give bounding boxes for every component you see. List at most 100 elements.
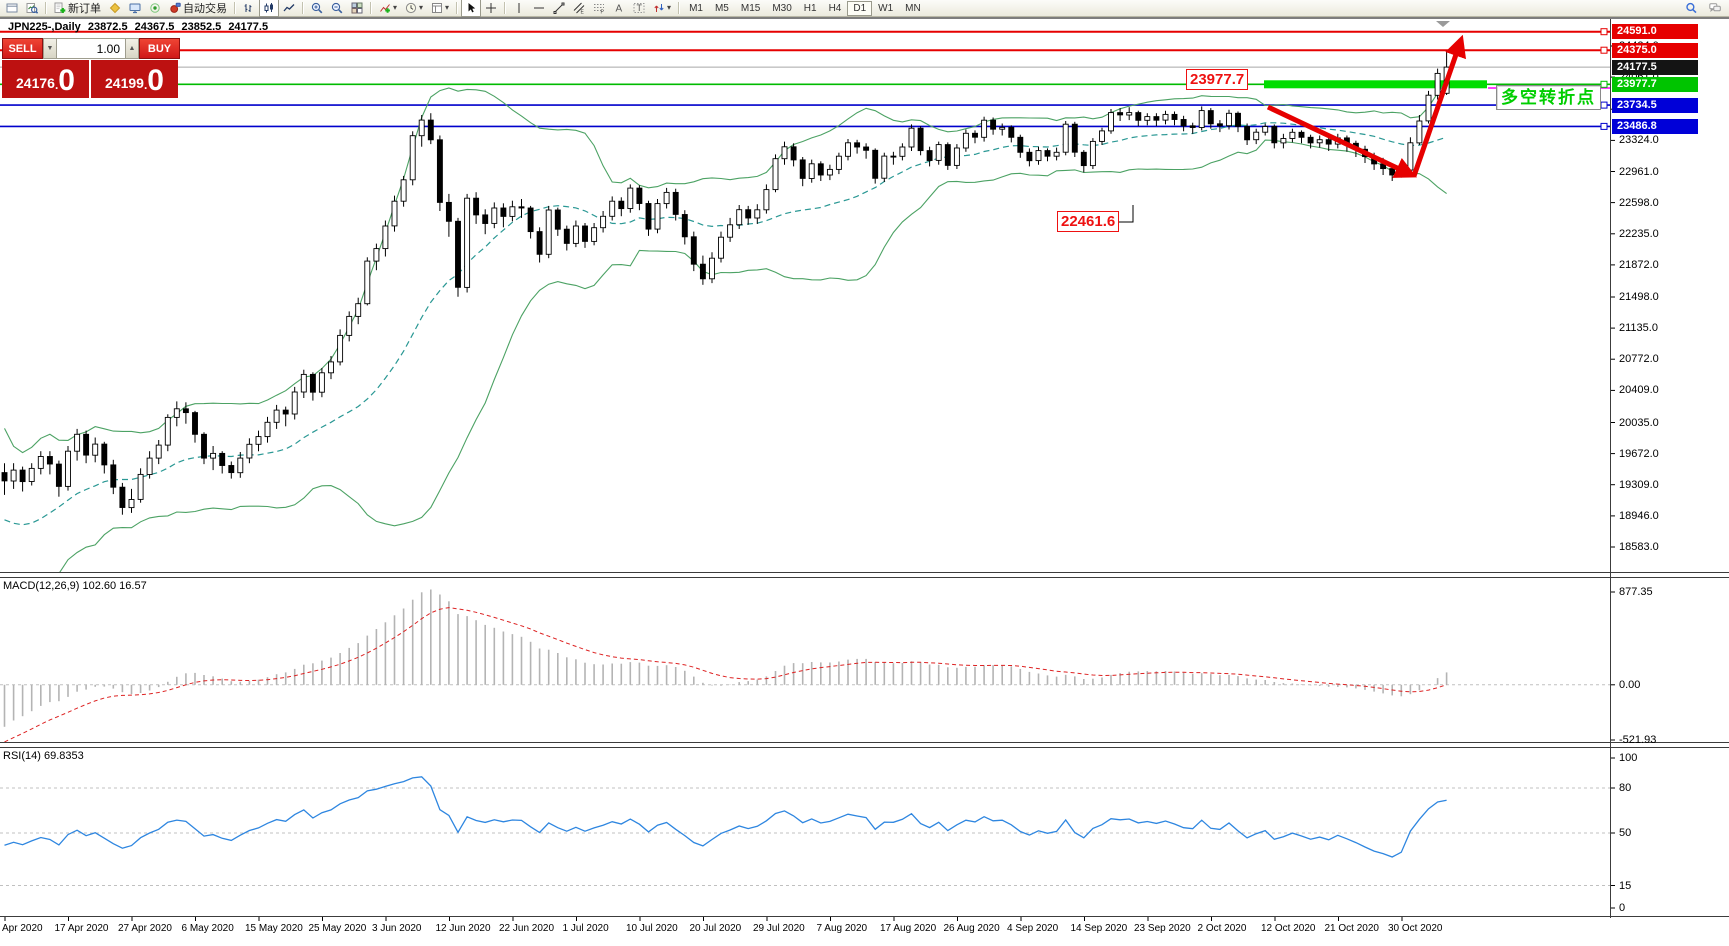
label-button[interactable]: T	[629, 0, 649, 17]
line-handle[interactable]	[1600, 101, 1608, 109]
panel-separator-rsi[interactable]	[0, 742, 1729, 748]
auto-trading-icon	[170, 2, 181, 13]
line-handle[interactable]	[1600, 122, 1608, 130]
candle-body	[826, 168, 833, 176]
candle-body	[427, 119, 434, 141]
dropdown-caret-icon[interactable]: ▾	[445, 3, 450, 12]
broadcast-button[interactable]	[145, 0, 165, 17]
bollinger-middle-band	[4, 122, 1447, 526]
svg-text:A: A	[616, 4, 623, 15]
chart-shift-marker[interactable]	[1436, 21, 1450, 27]
candle-body	[337, 334, 344, 363]
candle-body	[409, 135, 416, 181]
zoom-out-button[interactable]	[327, 0, 347, 17]
zoom-in-button[interactable]	[307, 0, 327, 17]
trendline-button[interactable]	[549, 0, 569, 17]
candle-body	[1226, 112, 1232, 127]
terminal-button[interactable]	[125, 0, 145, 17]
candle-body	[563, 228, 570, 244]
line-chart-button[interactable]	[279, 0, 299, 17]
tile-windows-button[interactable]	[347, 0, 367, 17]
timeframe-d1[interactable]: D1	[847, 0, 873, 16]
candle-body	[645, 203, 652, 230]
timeframe-m1[interactable]: M1	[689, 2, 703, 14]
dropdown-caret-icon[interactable]: ▾	[393, 3, 398, 12]
dropdown-caret-icon[interactable]: ▾	[419, 3, 424, 12]
candle-body	[845, 142, 851, 157]
candle-body	[182, 408, 189, 414]
candle-body	[83, 433, 90, 456]
ask-price-button[interactable]: 24199. 0	[91, 60, 178, 98]
candle-body	[55, 463, 62, 487]
price-tag-24177.5: 24177.5	[1612, 59, 1698, 75]
candle-body	[999, 126, 1006, 130]
trend-arrow[interactable]	[1266, 104, 1417, 178]
candle-body	[1425, 94, 1432, 122]
bid-price-button[interactable]: 24176. 0	[2, 60, 89, 98]
timeframe-mn[interactable]: MN	[905, 2, 921, 14]
volume-decrease-button[interactable]: ▼	[43, 38, 57, 59]
bar-chart-button[interactable]	[239, 0, 259, 17]
candle-body	[74, 433, 81, 452]
timeframe-m5[interactable]: M5	[714, 2, 729, 14]
timeframe-h4[interactable]: H4	[828, 2, 842, 14]
broadcast-icon	[150, 3, 160, 13]
sell-button[interactable]: SELL	[2, 38, 43, 59]
candle-body	[736, 209, 743, 226]
candle-body	[554, 209, 561, 230]
candle-body	[754, 209, 761, 219]
cursor-button[interactable]	[461, 0, 482, 17]
chart-preview-button[interactable]	[22, 0, 42, 17]
search-button[interactable]	[1681, 0, 1701, 17]
trend-arrow[interactable]	[1411, 34, 1467, 177]
candle-body	[1253, 131, 1260, 141]
market-watch-button[interactable]	[105, 0, 125, 17]
auto-trading-button[interactable]: 自动交易	[165, 0, 231, 17]
turning-point-label[interactable]: 多空转折点	[1496, 85, 1601, 110]
buy-button[interactable]: BUY	[139, 38, 180, 59]
crosshair-button[interactable]	[481, 0, 501, 17]
terminal-icon	[129, 3, 141, 14]
indicators-button[interactable]: ▾	[375, 0, 401, 17]
periods-button[interactable]: ▾	[401, 0, 427, 17]
candle-body	[46, 456, 53, 465]
bollinger-lower-band	[59, 139, 1447, 572]
templates-button[interactable]: ▾	[427, 0, 453, 17]
hline-button[interactable]	[529, 0, 549, 17]
volume-input[interactable]	[57, 38, 125, 59]
new-order-button[interactable]: 新订单	[50, 0, 105, 17]
arrows-button[interactable]: ▾	[649, 0, 675, 17]
volume-increase-button[interactable]: ▲	[125, 38, 139, 59]
channel-button[interactable]: E	[569, 0, 589, 17]
rsi-scale-label: 100	[1619, 752, 1638, 764]
timeframe-h1[interactable]: H1	[803, 2, 817, 14]
window-button[interactable]	[2, 0, 22, 17]
candle-body	[591, 227, 598, 242]
label-icon: T	[633, 3, 645, 13]
toolbar-separator	[678, 2, 681, 14]
window-icon	[6, 3, 18, 13]
resistance-price-label[interactable]: 23977.7	[1186, 69, 1249, 90]
price-tick-label: 18946.0	[1619, 509, 1659, 522]
line-handle[interactable]	[1600, 28, 1608, 36]
candle-body	[509, 206, 516, 217]
line-handle[interactable]	[1600, 80, 1608, 88]
timeframe-m30[interactable]: M30	[772, 2, 792, 14]
support-price-label[interactable]: 22461.6	[1057, 211, 1120, 232]
candle-body	[572, 225, 579, 244]
vline-button[interactable]	[509, 0, 529, 17]
support-band[interactable]	[1264, 80, 1487, 89]
fibonacci-button[interactable]: F	[589, 0, 609, 17]
text-button[interactable]: A	[609, 0, 629, 17]
candle-chart-button[interactable]	[259, 0, 279, 17]
candle-body	[790, 146, 797, 161]
panel-separator-macd[interactable]	[0, 572, 1729, 578]
chat-button[interactable]	[1705, 0, 1725, 17]
timeframe-m15[interactable]: M15	[740, 2, 761, 14]
candle-body	[473, 197, 480, 216]
timeframe-w1[interactable]: W1	[878, 2, 894, 14]
line-handle[interactable]	[1600, 46, 1608, 54]
dropdown-caret-icon[interactable]: ▾	[667, 3, 672, 12]
time-label: 2 Oct 2020	[1197, 923, 1247, 934]
